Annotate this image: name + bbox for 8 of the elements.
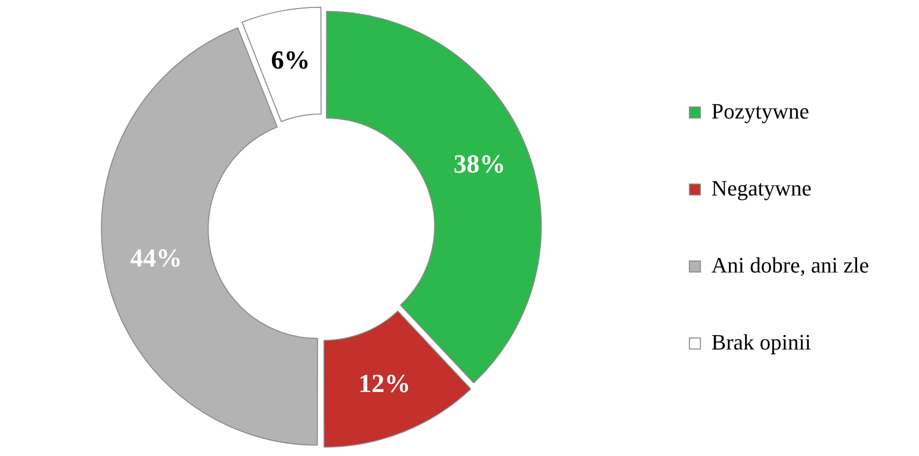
data-label: 44% <box>130 243 182 272</box>
data-label: 6% <box>271 46 310 75</box>
legend-label: Pozytywne <box>711 98 810 124</box>
legend-label: Ani dobre, ani zle <box>711 252 869 278</box>
legend-label: Negatywne <box>711 175 812 200</box>
data-label: 38% <box>453 149 506 178</box>
legend-label: Brak opinii <box>711 329 811 354</box>
data-label: 12% <box>358 368 410 398</box>
